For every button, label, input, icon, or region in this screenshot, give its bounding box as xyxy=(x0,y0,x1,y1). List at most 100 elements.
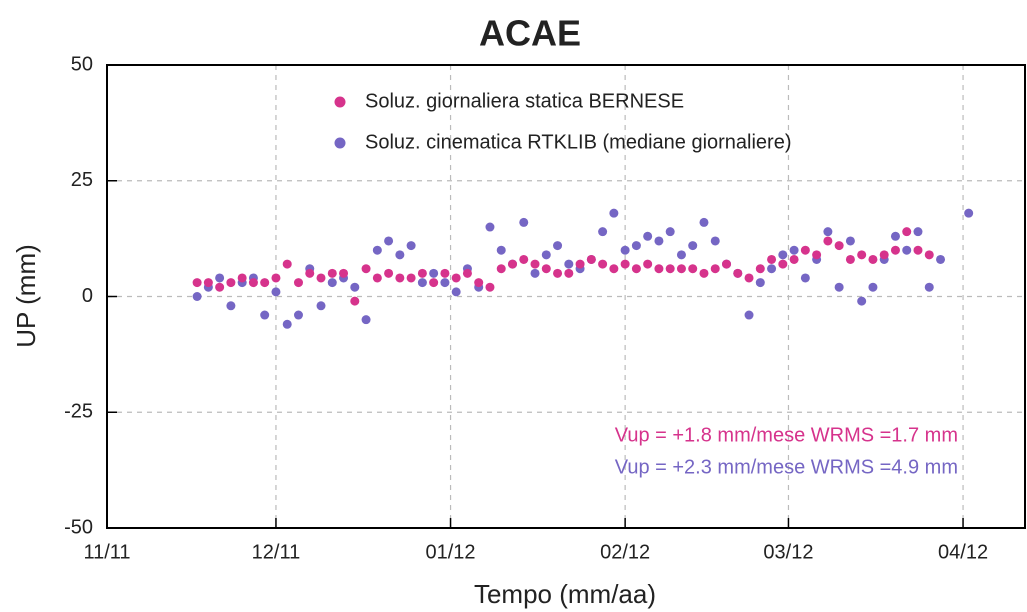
point xyxy=(586,254,596,264)
x-axis-label: Tempo (mm/aa) xyxy=(474,579,656,609)
point xyxy=(429,268,439,278)
point xyxy=(474,278,484,288)
point xyxy=(215,282,225,292)
point xyxy=(676,264,686,274)
y-tick-label: 50 xyxy=(71,53,93,75)
point xyxy=(699,217,709,227)
point xyxy=(350,282,360,292)
annotation: Vup = +2.3 mm/mese WRMS =4.9 mm xyxy=(615,456,958,478)
legend-marker xyxy=(334,137,346,149)
point xyxy=(631,241,641,251)
point xyxy=(440,268,450,278)
point xyxy=(417,268,427,278)
x-tick-label: 03/12 xyxy=(763,541,813,563)
y-tick-label: 25 xyxy=(71,169,93,191)
point xyxy=(496,245,506,255)
point xyxy=(384,236,394,246)
point xyxy=(620,245,630,255)
point xyxy=(710,264,720,274)
point xyxy=(913,227,923,237)
point xyxy=(575,259,585,269)
point xyxy=(293,310,303,320)
legend-label: Soluz. cinematica RTKLIB (mediane giorna… xyxy=(365,131,792,153)
point xyxy=(964,208,974,218)
point xyxy=(857,296,867,306)
point xyxy=(530,268,540,278)
point xyxy=(665,264,675,274)
point xyxy=(710,236,720,246)
point xyxy=(215,273,225,283)
point xyxy=(192,292,202,301)
point xyxy=(902,227,912,237)
point xyxy=(372,273,382,283)
point xyxy=(643,259,653,269)
point xyxy=(778,250,788,260)
point xyxy=(744,273,754,283)
point xyxy=(778,259,788,269)
x-tick-label: 11/11 xyxy=(83,541,130,563)
point xyxy=(203,278,213,288)
point xyxy=(857,250,867,260)
point xyxy=(282,259,292,269)
point xyxy=(519,217,529,227)
point xyxy=(406,273,416,283)
point xyxy=(676,250,686,260)
point xyxy=(496,264,506,274)
point xyxy=(890,231,900,241)
point xyxy=(485,222,495,232)
point xyxy=(643,231,653,241)
point xyxy=(417,278,427,288)
x-tick-label: 02/12 xyxy=(600,541,650,563)
point xyxy=(722,259,732,269)
point xyxy=(631,264,641,274)
point xyxy=(192,278,202,288)
point xyxy=(665,227,675,237)
point xyxy=(553,268,563,278)
point xyxy=(598,259,608,269)
point xyxy=(451,273,461,283)
x-tick-label: 01/12 xyxy=(426,541,476,563)
legend-marker xyxy=(334,96,346,108)
legend-label: Soluz. giornaliera statica BERNESE xyxy=(365,90,684,112)
point xyxy=(451,287,461,297)
point xyxy=(879,250,889,260)
y-tick-label: -25 xyxy=(64,401,93,423)
point xyxy=(823,227,833,237)
point xyxy=(609,264,619,274)
point xyxy=(372,245,382,255)
point xyxy=(316,301,326,311)
point xyxy=(260,278,270,288)
point xyxy=(845,236,855,246)
point xyxy=(327,278,337,288)
point xyxy=(812,250,822,260)
point xyxy=(282,319,292,329)
y-tick-label: -50 xyxy=(64,516,93,538)
point xyxy=(271,287,281,297)
point xyxy=(800,273,810,283)
point xyxy=(800,245,810,255)
point xyxy=(350,296,360,306)
point xyxy=(620,259,630,269)
point xyxy=(293,278,303,288)
point xyxy=(406,241,416,251)
point xyxy=(361,264,371,274)
point xyxy=(868,254,878,264)
point xyxy=(688,241,698,251)
point xyxy=(564,268,574,278)
point xyxy=(767,264,777,274)
point xyxy=(316,273,326,283)
point xyxy=(271,273,281,283)
point xyxy=(688,264,698,274)
point xyxy=(789,254,799,264)
point xyxy=(834,282,844,292)
point xyxy=(384,268,394,278)
point xyxy=(226,301,236,311)
point xyxy=(924,250,934,260)
x-tick-label: 12/11 xyxy=(252,541,301,563)
point xyxy=(541,250,551,260)
point xyxy=(654,264,664,274)
point xyxy=(789,245,799,255)
point xyxy=(733,268,743,278)
point xyxy=(519,254,529,264)
